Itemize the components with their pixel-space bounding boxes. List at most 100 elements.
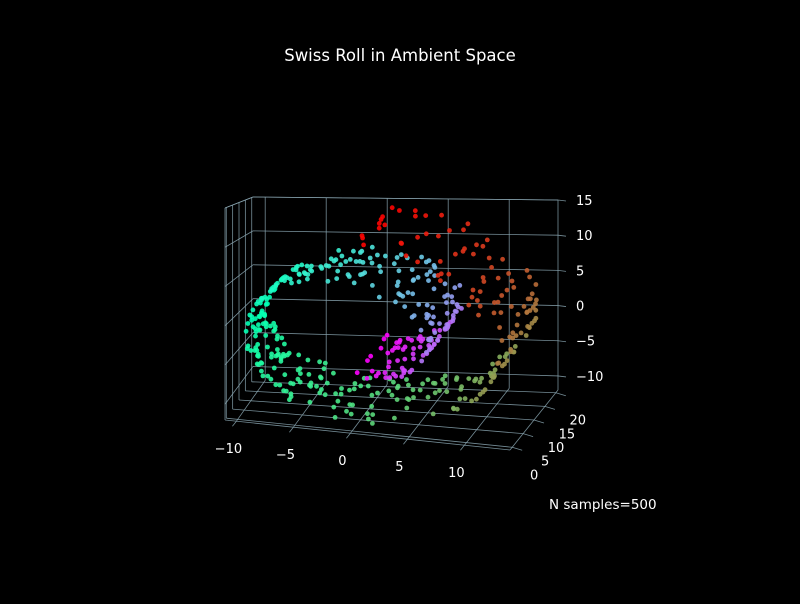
- scatter-point: [273, 283, 279, 289]
- scatter-point: [358, 272, 363, 278]
- scatter-point: [260, 321, 266, 327]
- x-tick-label: 10: [448, 466, 465, 481]
- scatter-point: [475, 298, 480, 303]
- scatter-point: [252, 348, 258, 353]
- scatter-point: [383, 253, 388, 259]
- scatter-point: [256, 322, 261, 328]
- scatter-point: [512, 344, 518, 349]
- scatter-point: [391, 379, 396, 385]
- scatter-point: [265, 373, 271, 379]
- scatter-point: [437, 388, 442, 393]
- scatter-point: [523, 333, 529, 338]
- scatter-point: [343, 259, 349, 264]
- side-wall-gridline-z: [224, 366, 254, 405]
- scatter-point: [265, 344, 270, 350]
- scatter-point: [500, 256, 505, 262]
- z-tick-mark: [557, 199, 567, 202]
- y-tick-mark: [544, 405, 556, 410]
- scatter-point: [394, 255, 400, 260]
- scatter-point: [358, 383, 364, 389]
- scatter-point: [490, 361, 495, 367]
- scatter-point: [378, 269, 383, 275]
- scatter-point: [399, 241, 404, 246]
- scatter-point: [411, 356, 416, 362]
- scatter-point: [367, 255, 373, 261]
- scatter-point: [378, 217, 384, 222]
- scatter-point: [406, 397, 412, 402]
- scatter-point: [480, 275, 486, 280]
- y-tick-label: 10: [548, 441, 565, 456]
- scatter-point: [269, 354, 274, 360]
- scatter-point: [375, 252, 380, 258]
- scatter-point: [384, 332, 390, 338]
- scatter-point: [250, 324, 256, 330]
- scatter-point: [410, 291, 416, 297]
- scatter-point: [354, 370, 360, 376]
- scatter-point: [437, 327, 443, 333]
- scatter-point: [525, 324, 530, 329]
- scatter-point: [499, 363, 505, 369]
- scatter-point: [256, 313, 262, 319]
- scatter-point: [333, 391, 338, 397]
- scatter-point: [432, 330, 438, 335]
- scatter-point: [382, 370, 388, 376]
- scatter-point: [423, 231, 429, 237]
- scatter-point: [395, 385, 400, 391]
- z-tick-mark: [557, 234, 567, 237]
- scatter-point: [533, 301, 538, 307]
- scatter-point: [524, 310, 530, 315]
- scatter-point: [432, 381, 438, 386]
- scatter-point: [415, 275, 421, 280]
- scatter-point: [527, 274, 532, 280]
- scatter-point: [393, 373, 399, 379]
- scatter-point: [395, 358, 400, 363]
- scatter-point: [386, 364, 391, 370]
- scatter-point: [373, 373, 379, 379]
- floor-gridline-y: [251, 381, 556, 394]
- pane-edge: [252, 196, 559, 201]
- scatter-point: [430, 411, 436, 417]
- scatter-point: [444, 300, 449, 305]
- scatter-point: [457, 283, 463, 288]
- scatter-point: [370, 421, 375, 426]
- scatter-point: [365, 411, 370, 417]
- x-tick-mark: [289, 426, 294, 433]
- scatter-point: [271, 328, 277, 334]
- x-tick-label: 5: [395, 460, 403, 475]
- scatter-point: [317, 359, 322, 365]
- scatter-point: [277, 382, 283, 388]
- scatter-point: [419, 254, 424, 260]
- scatter-point: [293, 267, 299, 273]
- scatter-point: [318, 375, 324, 381]
- scatter-point: [249, 317, 255, 323]
- scatter-point: [423, 350, 429, 355]
- scatter-point: [524, 268, 530, 273]
- scatter-point: [420, 381, 425, 387]
- scatter-point: [444, 310, 450, 316]
- scatter-point: [325, 278, 331, 284]
- pane-edge: [224, 196, 254, 209]
- scatter-point: [471, 251, 476, 257]
- back-wall-gridline-z: [252, 332, 559, 342]
- scatter-point: [336, 248, 342, 253]
- scatter-point: [477, 289, 483, 294]
- scatter-point: [428, 320, 433, 326]
- scatter-point: [278, 358, 284, 364]
- floor-gridline-y: [232, 408, 524, 435]
- scatter-point: [495, 361, 500, 366]
- scatter-point: [405, 290, 411, 295]
- scatter-point: [254, 361, 260, 367]
- scatter-point: [465, 221, 471, 227]
- scatter-point: [331, 404, 337, 410]
- scatter-point: [477, 303, 483, 309]
- scatter-point: [497, 354, 503, 360]
- scatter-point: [319, 266, 325, 271]
- side-wall-gridline-z: [224, 332, 254, 366]
- scatter-point: [267, 289, 273, 294]
- scatter-point: [255, 353, 260, 359]
- scatter-point: [457, 396, 463, 402]
- z-tick-mark: [557, 269, 567, 272]
